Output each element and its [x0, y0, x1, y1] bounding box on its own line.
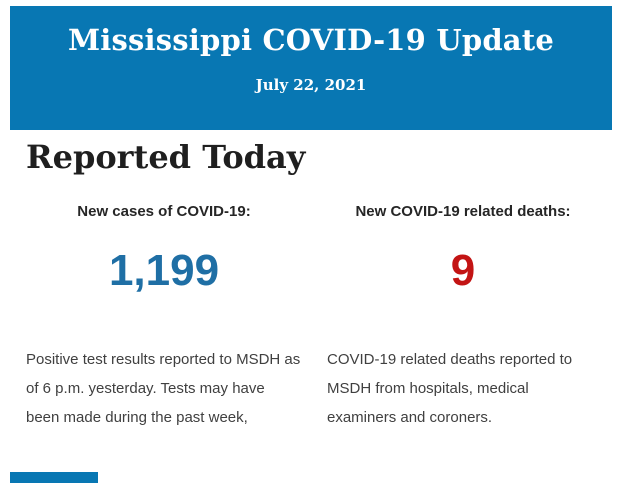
new-cases-label: New cases of COVID-19: [77, 203, 251, 220]
new-deaths-value: 9 [450, 246, 476, 295]
new-deaths-description: COVID-19 related deaths reported to MSDH… [327, 351, 573, 426]
section-heading: Reported Today [26, 138, 306, 176]
next-section-band [10, 472, 98, 483]
stat-new-cases: New cases of COVID-19: 1,199 Positive te… [26, 203, 302, 438]
stat-new-deaths: New COVID-19 related deaths: 9 COVID-19 … [327, 203, 599, 438]
new-cases-value: 1,199 [108, 246, 220, 295]
new-deaths-label: New COVID-19 related deaths: [355, 203, 571, 220]
header-band: Mississippi COVID-19 Update July 22, 202… [10, 6, 612, 130]
new-cases-description: Positive test results reported to MSDH a… [26, 351, 301, 426]
newsletter-date: July 22, 2021 [255, 76, 367, 94]
newsletter-title: Mississippi COVID-19 Update [67, 23, 555, 57]
